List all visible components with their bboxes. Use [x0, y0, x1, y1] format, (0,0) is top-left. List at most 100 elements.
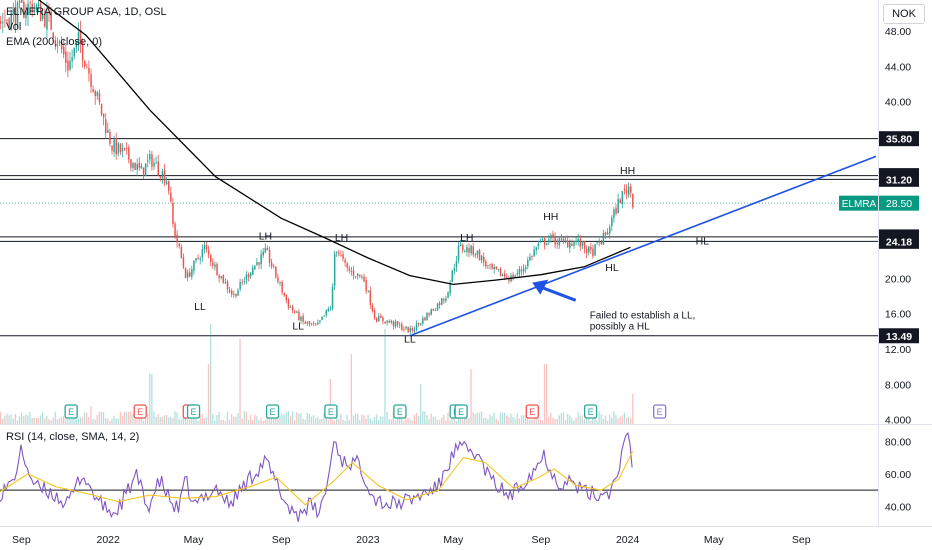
- candle-body: [346, 263, 348, 268]
- candle-body: [390, 320, 393, 323]
- volume-bar: [115, 418, 117, 424]
- candle-body: [546, 243, 548, 245]
- volume-bar: [462, 419, 464, 424]
- volume-bar: [157, 413, 159, 424]
- volume-bar: [275, 415, 277, 424]
- volume-bar: [84, 412, 86, 424]
- candle-body: [140, 165, 143, 169]
- volume-bar: [52, 417, 54, 424]
- volume-bar: [378, 419, 380, 424]
- candle-body: [369, 290, 372, 306]
- candle-body: [382, 317, 384, 322]
- earnings-badge: [525, 404, 539, 419]
- swing-label-lh: LH: [259, 230, 272, 242]
- candle-body: [96, 92, 99, 96]
- volume-bar: [79, 417, 82, 424]
- candle-body: [111, 146, 113, 151]
- candle-body: [438, 303, 441, 306]
- volume-bar: [617, 418, 619, 424]
- rsi-ma-line: [0, 450, 634, 506]
- volume-bar: [119, 412, 121, 424]
- candle-body: [522, 268, 525, 272]
- candle-body: [562, 238, 565, 241]
- candle-body: [42, 14, 44, 20]
- volume-bar: [308, 413, 310, 424]
- earnings-label: E: [458, 407, 464, 417]
- volume-bar: [254, 414, 256, 424]
- volume-bar: [348, 419, 350, 424]
- rsi-axis-label: 40.00: [885, 501, 911, 513]
- price-axis-label: 12.00: [885, 344, 911, 356]
- volume-bar: [67, 416, 69, 424]
- candle-body: [464, 250, 466, 252]
- volume-bar: [533, 414, 535, 424]
- volume-bar: [102, 411, 105, 424]
- candle-body: [58, 41, 61, 44]
- volume-bar: [451, 417, 453, 424]
- pane-divider[interactable]: [0, 424, 932, 425]
- candle-body: [548, 239, 550, 243]
- earnings-label: E: [657, 407, 663, 417]
- volume-bar: [413, 414, 415, 424]
- volume-bar: [630, 418, 632, 424]
- candle-body: [338, 252, 340, 254]
- candle-body: [235, 293, 237, 297]
- earnings-badge: [454, 404, 468, 419]
- candle-body: [518, 268, 521, 275]
- volume-bar: [75, 417, 77, 424]
- candle-body: [39, 3, 42, 22]
- volume-bar: [37, 418, 40, 424]
- earnings-label: E: [68, 407, 74, 417]
- volume-bar: [621, 415, 623, 424]
- volume-bar: [321, 418, 323, 424]
- volume-bar: [338, 418, 340, 424]
- candle-body: [497, 269, 500, 270]
- volume-bar: [390, 419, 392, 424]
- volume-bar: [21, 412, 23, 424]
- candle-body: [228, 290, 231, 292]
- volume-bar: [506, 415, 508, 424]
- volume-bar: [508, 417, 510, 424]
- volume-bar: [493, 412, 495, 424]
- candle-body: [268, 250, 271, 263]
- candle-body: [384, 321, 386, 324]
- candle-body: [54, 39, 57, 44]
- candle-body: [144, 163, 147, 177]
- candle-body: [109, 131, 111, 144]
- earnings-badge: [186, 404, 201, 419]
- time-axis-label: 2024: [616, 534, 640, 546]
- candle-body: [174, 223, 176, 237]
- volume-bar: [35, 418, 37, 424]
- candle-body: [489, 264, 491, 266]
- candle-body: [569, 242, 571, 249]
- earnings-marker: E: [583, 404, 598, 419]
- currency-button[interactable]: NOK: [883, 4, 925, 24]
- volume-bar: [602, 418, 604, 424]
- volume-bar: [623, 412, 625, 424]
- candle-body: [247, 274, 250, 278]
- volume-bar: [573, 420, 575, 424]
- volume-bar: [216, 414, 218, 424]
- candle-body: [567, 240, 569, 247]
- volume-bar: [392, 411, 394, 424]
- candle-body: [270, 262, 273, 267]
- volume-bar: [58, 418, 61, 424]
- candle-body: [535, 247, 537, 251]
- volume-bar: [546, 364, 548, 424]
- volume-bar: [14, 413, 16, 424]
- volume-bar: [296, 412, 298, 424]
- volume-bar: [491, 416, 493, 424]
- candle-body: [52, 32, 54, 39]
- candle-body: [214, 264, 216, 267]
- volume-bar: [388, 419, 390, 424]
- volume-bar: [615, 414, 617, 424]
- volume-bar: [212, 414, 214, 424]
- volume-bar: [294, 420, 296, 424]
- volume-bar: [218, 412, 220, 424]
- price-axis-border: [878, 0, 879, 526]
- volume-bar: [304, 419, 306, 424]
- volume-bar: [317, 416, 319, 424]
- candle-body: [604, 232, 607, 235]
- candle-body: [550, 235, 552, 239]
